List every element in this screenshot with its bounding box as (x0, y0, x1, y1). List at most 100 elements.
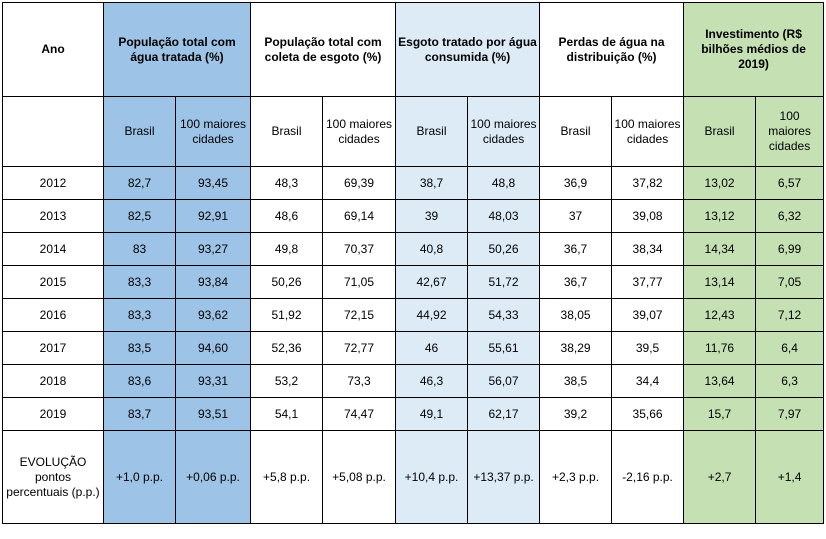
value-cell: 44,92 (395, 298, 469, 332)
subheader-cidades: 100 maiores cidades (322, 96, 397, 167)
value-cell: 6,32 (755, 199, 825, 233)
value-cell: 34,4 (611, 364, 685, 398)
value-cell: 93,51 (174, 397, 252, 431)
value-cell: 7,05 (755, 265, 825, 299)
value-cell: 36,7 (539, 232, 613, 266)
value-cell: 46 (395, 331, 469, 365)
value-cell: 71,05 (322, 265, 397, 299)
value-cell: 37,77 (611, 265, 685, 299)
value-cell: 53,2 (250, 364, 324, 398)
value-cell: 11,76 (683, 331, 757, 365)
value-cell: 7,12 (755, 298, 825, 332)
value-cell: 48,8 (467, 166, 541, 200)
evolution-cell: +1,0 p.p. (103, 430, 176, 524)
table-row: 2019 83,7 93,51 54,1 74,47 49,1 62,17 39,2 35,66… (2, 397, 825, 431)
value-cell: 38,29 (539, 331, 613, 365)
year-cell: 2015 (2, 265, 104, 299)
value-cell: 92,91 (174, 199, 252, 233)
table-row: 2016 83,3 93,62 51,92 72,15 44,92 54,33 38,05 39… (2, 298, 825, 332)
subheader-brasil: Brasil (395, 96, 469, 167)
evolution-cell: +0,06 p.p. (174, 430, 252, 524)
value-cell: 7,97 (755, 397, 825, 431)
value-cell: 14,34 (683, 232, 757, 266)
value-cell: 72,77 (322, 331, 397, 365)
value-cell: 38,05 (539, 298, 613, 332)
year-cell: 2017 (2, 331, 104, 365)
value-cell: 48,03 (467, 199, 541, 233)
year-cell: 2016 (2, 298, 104, 332)
value-cell: 39,5 (611, 331, 685, 365)
subheader-brasil: Brasil (103, 96, 176, 167)
subheader-brasil: Brasil (250, 96, 324, 167)
year-cell: 2013 (2, 199, 104, 233)
value-cell: 13,02 (683, 166, 757, 200)
value-cell: 6,99 (755, 232, 825, 266)
header-row: Ano População total com água tratada (%)… (2, 2, 825, 97)
evolution-label: EVOLUÇÃO pontos percentuais (p.p.) (2, 430, 104, 524)
table-row: 2012 82,7 93,45 48,3 69,39 38,7 48,8 36,9 37,82 1… (2, 166, 825, 200)
evolution-cell: +1,4 (755, 430, 825, 524)
table-row: 2013 82,5 92,91 48,6 69,14 39 48,03 37 39,08 13,1… (2, 199, 825, 233)
value-cell: 83,6 (103, 364, 176, 398)
value-cell: 54,33 (467, 298, 541, 332)
value-cell: 38,7 (395, 166, 469, 200)
year-cell: 2018 (2, 364, 104, 398)
value-cell: 70,37 (322, 232, 397, 266)
value-cell: 49,8 (250, 232, 324, 266)
value-cell: 83 (103, 232, 176, 266)
evolution-cell: +5,08 p.p. (322, 430, 397, 524)
table-row: 2014 83 93,27 49,8 70,37 40,8 50,26 36,7 38,34 14… (2, 232, 825, 266)
value-cell: 82,7 (103, 166, 176, 200)
value-cell: 38,34 (611, 232, 685, 266)
value-cell: 83,3 (103, 265, 176, 299)
value-cell: 51,72 (467, 265, 541, 299)
value-cell: 39,07 (611, 298, 685, 332)
subheader-brasil: Brasil (539, 96, 613, 167)
evolution-cell: +2,3 p.p. (539, 430, 613, 524)
value-cell: 62,17 (467, 397, 541, 431)
value-cell: 6,57 (755, 166, 825, 200)
value-cell: 39,2 (539, 397, 613, 431)
value-cell: 69,39 (322, 166, 397, 200)
sanitation-table: Ano População total com água tratada (%)… (2, 2, 825, 524)
value-cell: 39,08 (611, 199, 685, 233)
value-cell: 6,4 (755, 331, 825, 365)
year-header: Ano (2, 2, 104, 97)
value-cell: 12,43 (683, 298, 757, 332)
subheader-cidades: 100 maiores cidades (467, 96, 541, 167)
evolution-cell: +13,37 p.p. (467, 430, 541, 524)
group-header-water-losses: Perdas de água na distribuição (%) (539, 2, 685, 97)
value-cell: 37 (539, 199, 613, 233)
evolution-cell: +5,8 p.p. (250, 430, 324, 524)
value-cell: 55,61 (467, 331, 541, 365)
value-cell: 83,7 (103, 397, 176, 431)
value-cell: 82,5 (103, 199, 176, 233)
value-cell: 74,47 (322, 397, 397, 431)
table-row: 2017 83,5 94,60 52,36 72,77 46 55,61 38,29 39,5 1… (2, 331, 825, 365)
value-cell: 13,12 (683, 199, 757, 233)
value-cell: 50,26 (250, 265, 324, 299)
subheader-cidades: 100 maiores cidades (611, 96, 685, 167)
value-cell: 51,92 (250, 298, 324, 332)
value-cell: 93,27 (174, 232, 252, 266)
value-cell: 73,3 (322, 364, 397, 398)
value-cell: 39 (395, 199, 469, 233)
year-cell: 2012 (2, 166, 104, 200)
group-header-sewage-treated: Esgoto tratado por água consumida (%) (395, 2, 541, 97)
value-cell: 83,5 (103, 331, 176, 365)
value-cell: 42,67 (395, 265, 469, 299)
value-cell: 15,7 (683, 397, 757, 431)
value-cell: 13,14 (683, 265, 757, 299)
evolution-cell: -2,16 p.p. (611, 430, 685, 524)
evolution-cell: +10,4 p.p. (395, 430, 469, 524)
subheader-cidades: 100 maiores cidades (174, 96, 252, 167)
value-cell: 93,45 (174, 166, 252, 200)
value-cell: 35,66 (611, 397, 685, 431)
year-cell: 2019 (2, 397, 104, 431)
value-cell: 94,60 (174, 331, 252, 365)
value-cell: 52,36 (250, 331, 324, 365)
subheader-brasil: Brasil (683, 96, 757, 167)
value-cell: 13,64 (683, 364, 757, 398)
group-header-sewage-collection: População total com coleta de esgoto (%) (250, 2, 397, 97)
value-cell: 6,3 (755, 364, 825, 398)
